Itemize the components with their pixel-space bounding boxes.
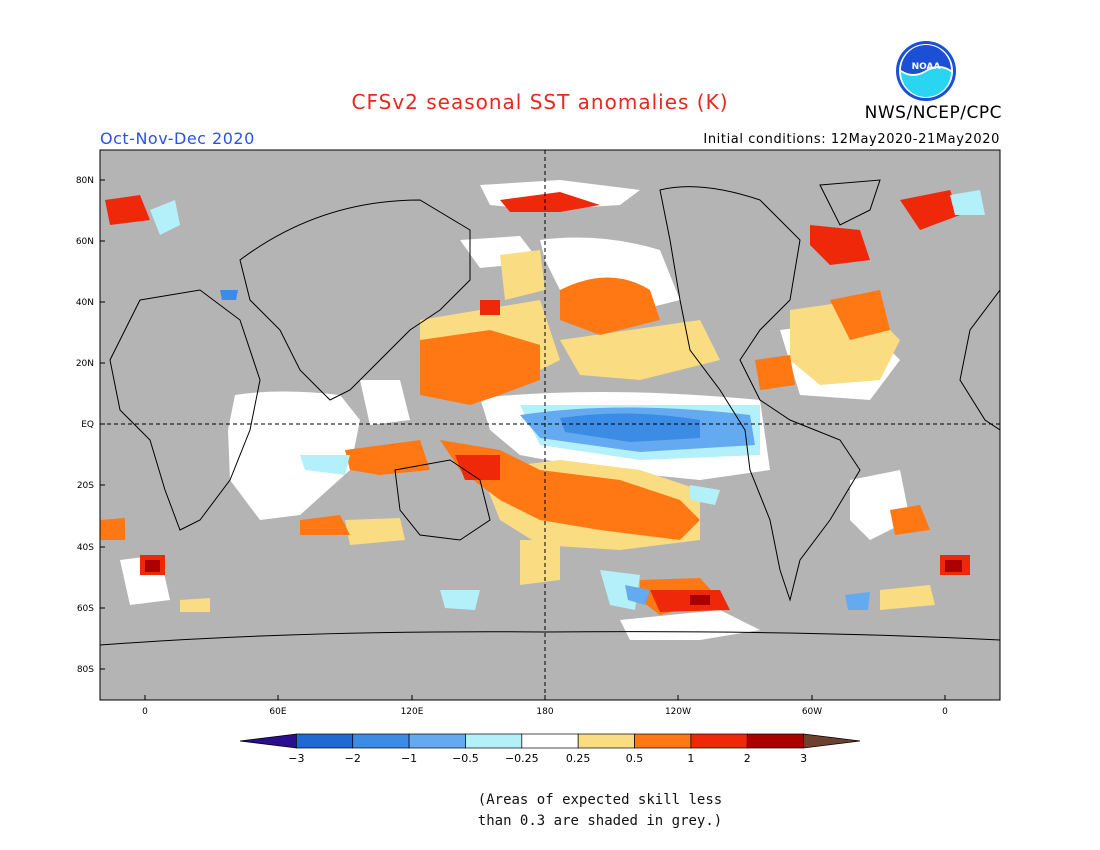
legend-tick-label: 3 — [800, 752, 807, 765]
lat-label: 80N — [76, 176, 94, 186]
lon-label: 60E — [269, 707, 286, 717]
legend-swatch — [465, 733, 523, 749]
legend-tick-label: 0.5 — [626, 752, 644, 765]
legend-swatch — [296, 733, 354, 749]
legend-swatch — [408, 733, 466, 749]
coastline-americas — [659, 186, 861, 602]
footnote-line-1: (Areas of expected skill less — [477, 792, 723, 808]
coastline-antarctica — [100, 631, 1000, 646]
lat-label: 60S — [77, 604, 94, 614]
legend-swatch — [634, 733, 692, 749]
lon-label: 0 — [942, 707, 948, 717]
skill-footnote: (Areas of expected skill less than 0.3 a… — [420, 790, 780, 832]
legend-tick-label: 2 — [744, 752, 751, 765]
noaa-logo: NOAA — [896, 41, 956, 101]
legend-tick-label: −0.25 — [505, 752, 539, 765]
color-legend: −3 −2 −1 −0.5 −0.25 0.25 0.5 1 2 3 — [239, 733, 861, 765]
lat-label: 80S — [77, 665, 94, 675]
tick-marks — [100, 179, 946, 700]
coastline-australia — [394, 459, 491, 541]
lon-label: 120E — [401, 707, 424, 717]
longitude-labels: 0 60E 120E 180 120W 60W 0 — [142, 707, 948, 717]
legend-swatch-low-end — [239, 733, 297, 749]
map-frame — [99, 149, 1001, 701]
map-gridlines — [100, 150, 1000, 700]
lat-label: 40S — [77, 543, 94, 553]
legend-swatch — [521, 733, 579, 749]
legend-swatch — [746, 733, 804, 749]
legend-tick-label: 1 — [687, 752, 694, 765]
legend-tick-label: −0.5 — [452, 752, 479, 765]
legend-swatch-high-end — [803, 733, 861, 749]
large-negative-anomaly-regions — [220, 290, 700, 442]
legend-tick-label: 0.25 — [566, 752, 591, 765]
agency-label: NWS/NCEP/CPC — [864, 103, 1002, 123]
coastline-asia — [239, 199, 471, 401]
coastline-greenland — [819, 179, 881, 226]
lat-label: 20S — [77, 481, 94, 491]
legend-swatch — [690, 733, 748, 749]
legend-swatch — [352, 733, 410, 749]
legend-tick-label: −2 — [345, 752, 361, 765]
lon-label: 60W — [802, 707, 822, 717]
legend-tick-label: −3 — [288, 752, 304, 765]
legend-tick-label: −1 — [401, 752, 417, 765]
initial-conditions: Initial conditions: 12May2020-21May2020 — [703, 132, 1000, 147]
lon-label: 0 — [142, 707, 148, 717]
coastline-africa-europe — [109, 289, 261, 531]
lon-label: 120W — [665, 707, 691, 717]
svg-text:NOAA: NOAA — [912, 62, 941, 72]
chart-title: CFSv2 seasonal SST anomalies (K) — [351, 90, 729, 114]
lat-label: 20N — [76, 359, 94, 369]
coastline-americas-repeat — [959, 289, 1000, 431]
lat-label: 40N — [76, 298, 94, 308]
footnote-line-2: than 0.3 are shaded in grey.) — [477, 813, 723, 829]
forecast-period: Oct-Nov-Dec 2020 — [100, 129, 255, 148]
latitude-labels: 80N 60N 40N 20N EQ 20S 40S 60S 80S — [76, 176, 94, 675]
legend-swatch — [577, 733, 635, 749]
lat-label: EQ — [81, 420, 94, 430]
lon-label: 180 — [536, 707, 553, 717]
lat-label: 60N — [76, 237, 94, 247]
very-large-positive-anomaly-regions — [145, 560, 962, 605]
coastlines — [100, 179, 1000, 646]
